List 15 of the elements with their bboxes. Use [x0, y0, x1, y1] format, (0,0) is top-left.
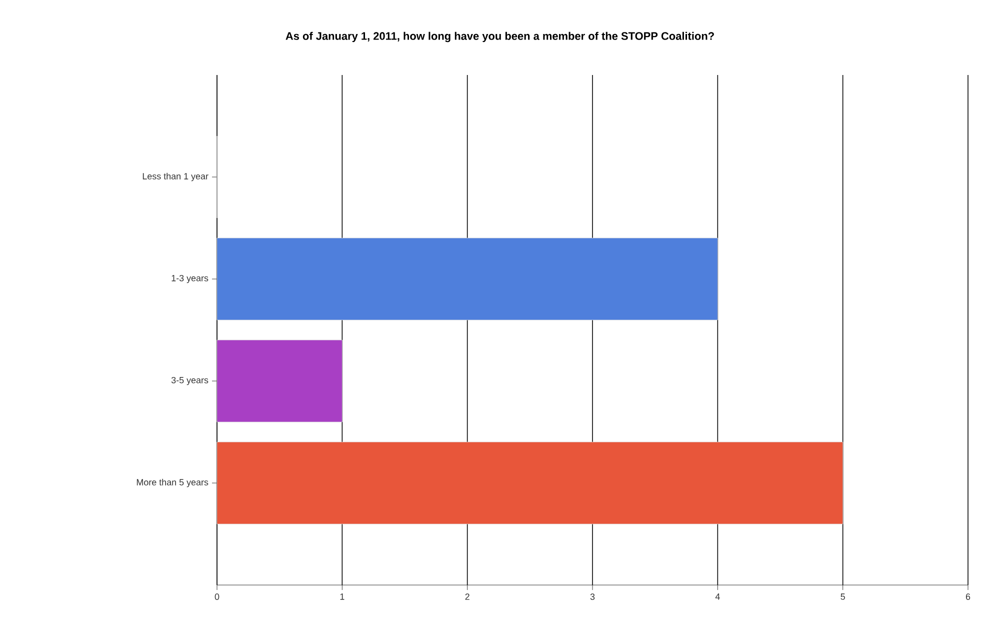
y-tick-label: 1-3 years [172, 274, 208, 284]
x-tick-label: 3 [590, 594, 595, 600]
x-tick-label: 1 [340, 594, 344, 600]
bar [216, 238, 718, 320]
y-tick-label: More than 5 years [136, 478, 208, 488]
y-tick-label: Less than 1 year [142, 172, 208, 182]
x-tick-label: 0 [214, 594, 220, 600]
chart-title: As of January 1, 2011, how long have you been a member of the STOPP Coalition? [286, 32, 714, 42]
x-tick-label: 6 [966, 594, 970, 600]
bar [216, 442, 844, 524]
x-tick-label: 2 [465, 594, 470, 600]
y-tick-label: 3-5 years [171, 376, 208, 386]
x-tick-label: 4 [715, 594, 720, 600]
x-tick-label: 5 [840, 594, 845, 600]
bar [216, 340, 342, 422]
